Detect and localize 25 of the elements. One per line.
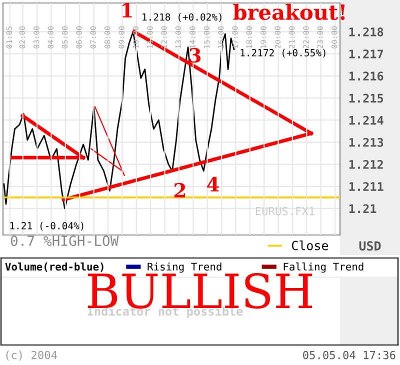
y-tick-label: 1.211	[349, 182, 384, 191]
text: 0.7 %HIGH-LOW	[10, 236, 119, 246]
y-tick-label: 1.21	[349, 204, 376, 213]
annotation: 4	[207, 176, 219, 192]
annotation: 2	[174, 182, 186, 198]
y-tick-label: 1.215	[349, 94, 384, 103]
y-tick-label: 1.213	[349, 138, 384, 147]
annotation: breakout!	[233, 4, 345, 20]
y-tick-label: 1.214	[349, 116, 384, 125]
text: 05.05.04 17:36	[303, 350, 396, 360]
y-tick-label: 1.216	[349, 72, 384, 81]
text: USD	[359, 241, 381, 251]
annotation: 1.21 (-0.04%)	[10, 222, 84, 231]
annotation: 1.2172 (+0.55%)	[240, 48, 326, 58]
text: Volume(red-blue)	[5, 262, 104, 272]
legend-label: Rising Trend	[148, 262, 222, 273]
legend-label: Close	[292, 240, 328, 250]
y-tick-label: 1.212	[349, 160, 383, 169]
text: (c) 2004	[6, 350, 57, 361]
annotation: 3	[190, 48, 201, 63]
y-tick-label: 1.217	[349, 50, 383, 58]
annotation: 1	[122, 2, 132, 18]
annotation: 1.218 (+0.02%)	[142, 13, 222, 22]
y-tick-label: 1.218	[349, 27, 384, 36]
legend-label: Falling Trend	[284, 262, 364, 273]
